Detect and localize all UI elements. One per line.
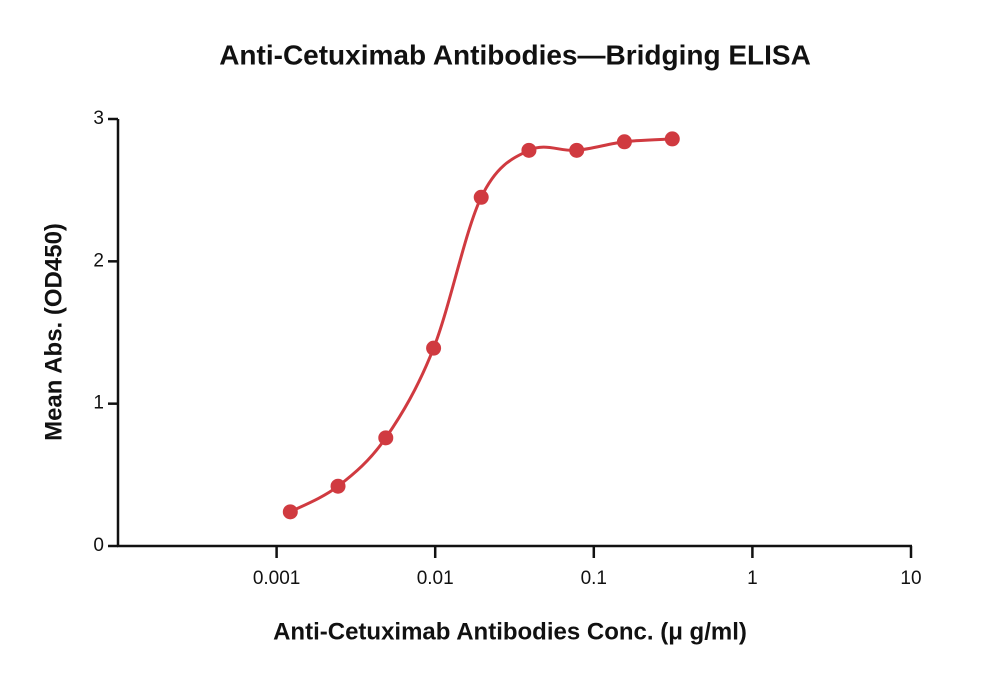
x-tick-label: 10	[900, 568, 921, 589]
y-tick-label: 2	[93, 250, 104, 271]
data-point	[282, 504, 298, 520]
data-point	[473, 189, 489, 205]
data-point	[378, 430, 394, 446]
x-tick-label: 1	[747, 568, 758, 589]
data-point	[330, 478, 346, 494]
data-point	[664, 131, 680, 147]
chart-title: Anti-Cetuximab Antibodies—Bridging ELISA	[219, 39, 811, 70]
data-point	[521, 142, 537, 158]
x-tick-label: 0.1	[581, 568, 607, 589]
fit-curve	[289, 137, 673, 514]
data-point	[426, 340, 442, 356]
data-point	[616, 134, 632, 150]
x-tick-label: 0.01	[417, 568, 454, 589]
y-axis-label: Mean Abs. (OD450)	[40, 223, 67, 441]
y-tick-label: 0	[93, 535, 104, 556]
y-tick-label: 3	[93, 108, 104, 129]
data-point	[569, 142, 585, 158]
y-tick-label: 1	[93, 393, 104, 414]
x-axis-label: Anti-Cetuximab Antibodies Conc. (μ g/ml)	[273, 618, 747, 645]
x-tick-label: 0.001	[253, 568, 301, 589]
